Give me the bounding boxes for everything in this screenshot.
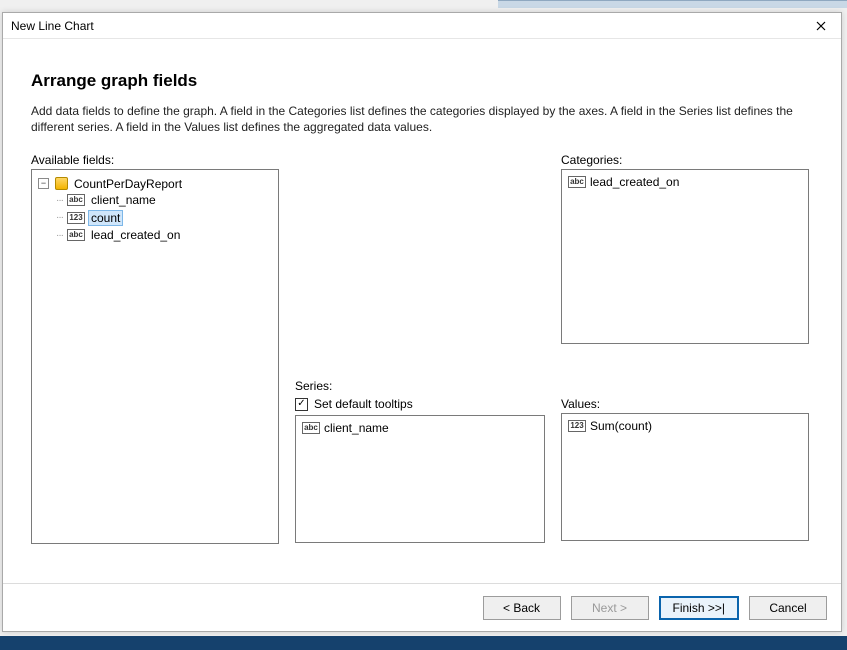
list-item-label: lead_created_on: [590, 175, 679, 189]
tree-field-node[interactable]: ··· 123 count: [56, 208, 274, 226]
new-line-chart-dialog: New Line Chart Arrange graph fields Add …: [2, 12, 842, 632]
checkbox-label: Set default tooltips: [314, 397, 413, 411]
available-fields-label: Available fields:: [31, 153, 279, 167]
dialog-footer: < Back Next > Finish >>| Cancel: [3, 583, 841, 631]
tree-field-node[interactable]: ··· abc lead_created_on: [56, 226, 274, 244]
checkbox-checked-icon: ✓: [295, 398, 308, 411]
categories-listbox[interactable]: abc lead_created_on: [561, 169, 809, 344]
background-top-strip: [498, 0, 847, 8]
datasource-icon: [55, 177, 68, 190]
list-item[interactable]: abc lead_created_on: [566, 174, 804, 190]
number-type-icon: 123: [67, 212, 85, 224]
collapse-icon[interactable]: −: [38, 178, 49, 189]
text-type-icon: abc: [302, 422, 320, 434]
tree-connector: ···: [56, 212, 63, 223]
close-button[interactable]: [807, 16, 835, 36]
fields-layout: Available fields: − CountPerDayReport: [31, 153, 813, 544]
tree-root-node[interactable]: − CountPerDayReport ··· abc: [38, 174, 274, 244]
values-listbox[interactable]: 123 Sum(count): [561, 413, 809, 541]
tree-connector: ···: [56, 195, 63, 206]
titlebar: New Line Chart: [3, 13, 841, 39]
list-item-label: Sum(count): [590, 419, 652, 433]
tree-field-label: count: [89, 211, 122, 225]
tree-field-node[interactable]: ··· abc client_name: [56, 191, 274, 209]
categories-section: Categories: abc lead_created_on: [561, 153, 809, 345]
list-item-label: client_name: [324, 421, 389, 435]
series-listbox[interactable]: abc client_name: [295, 415, 545, 543]
window-title: New Line Chart: [11, 19, 807, 33]
text-type-icon: abc: [568, 176, 586, 188]
set-default-tooltips-checkbox[interactable]: ✓ Set default tooltips: [295, 397, 545, 411]
tree-root-label: CountPerDayReport: [72, 177, 184, 191]
cancel-button[interactable]: Cancel: [749, 596, 827, 620]
tree-connector: ···: [56, 230, 63, 241]
values-label: Values:: [561, 397, 809, 411]
series-section: Series: ✓ Set default tooltips abc clien…: [295, 351, 545, 544]
values-section: Values: 123 Sum(count): [561, 351, 809, 544]
tree-field-label: client_name: [89, 193, 158, 207]
available-fields-section: Available fields: − CountPerDayReport: [31, 153, 279, 544]
dialog-content: Arrange graph fields Add data fields to …: [3, 39, 841, 583]
text-type-icon: abc: [67, 229, 85, 241]
list-item[interactable]: abc client_name: [300, 420, 540, 436]
tree-field-label: lead_created_on: [89, 228, 182, 242]
next-button[interactable]: Next >: [571, 596, 649, 620]
series-label: Series:: [295, 379, 545, 393]
close-icon: [816, 21, 826, 31]
page-description: Add data fields to define the graph. A f…: [31, 103, 811, 135]
text-type-icon: abc: [67, 194, 85, 206]
number-type-icon: 123: [568, 420, 586, 432]
categories-label: Categories:: [561, 153, 809, 167]
page-heading: Arrange graph fields: [31, 71, 813, 91]
available-fields-tree[interactable]: − CountPerDayReport ··· abc: [31, 169, 279, 544]
finish-button[interactable]: Finish >>|: [659, 596, 739, 620]
background-bottom-strip: [0, 636, 847, 650]
list-item[interactable]: 123 Sum(count): [566, 418, 804, 434]
layout-spacer: [295, 153, 545, 345]
back-button[interactable]: < Back: [483, 596, 561, 620]
